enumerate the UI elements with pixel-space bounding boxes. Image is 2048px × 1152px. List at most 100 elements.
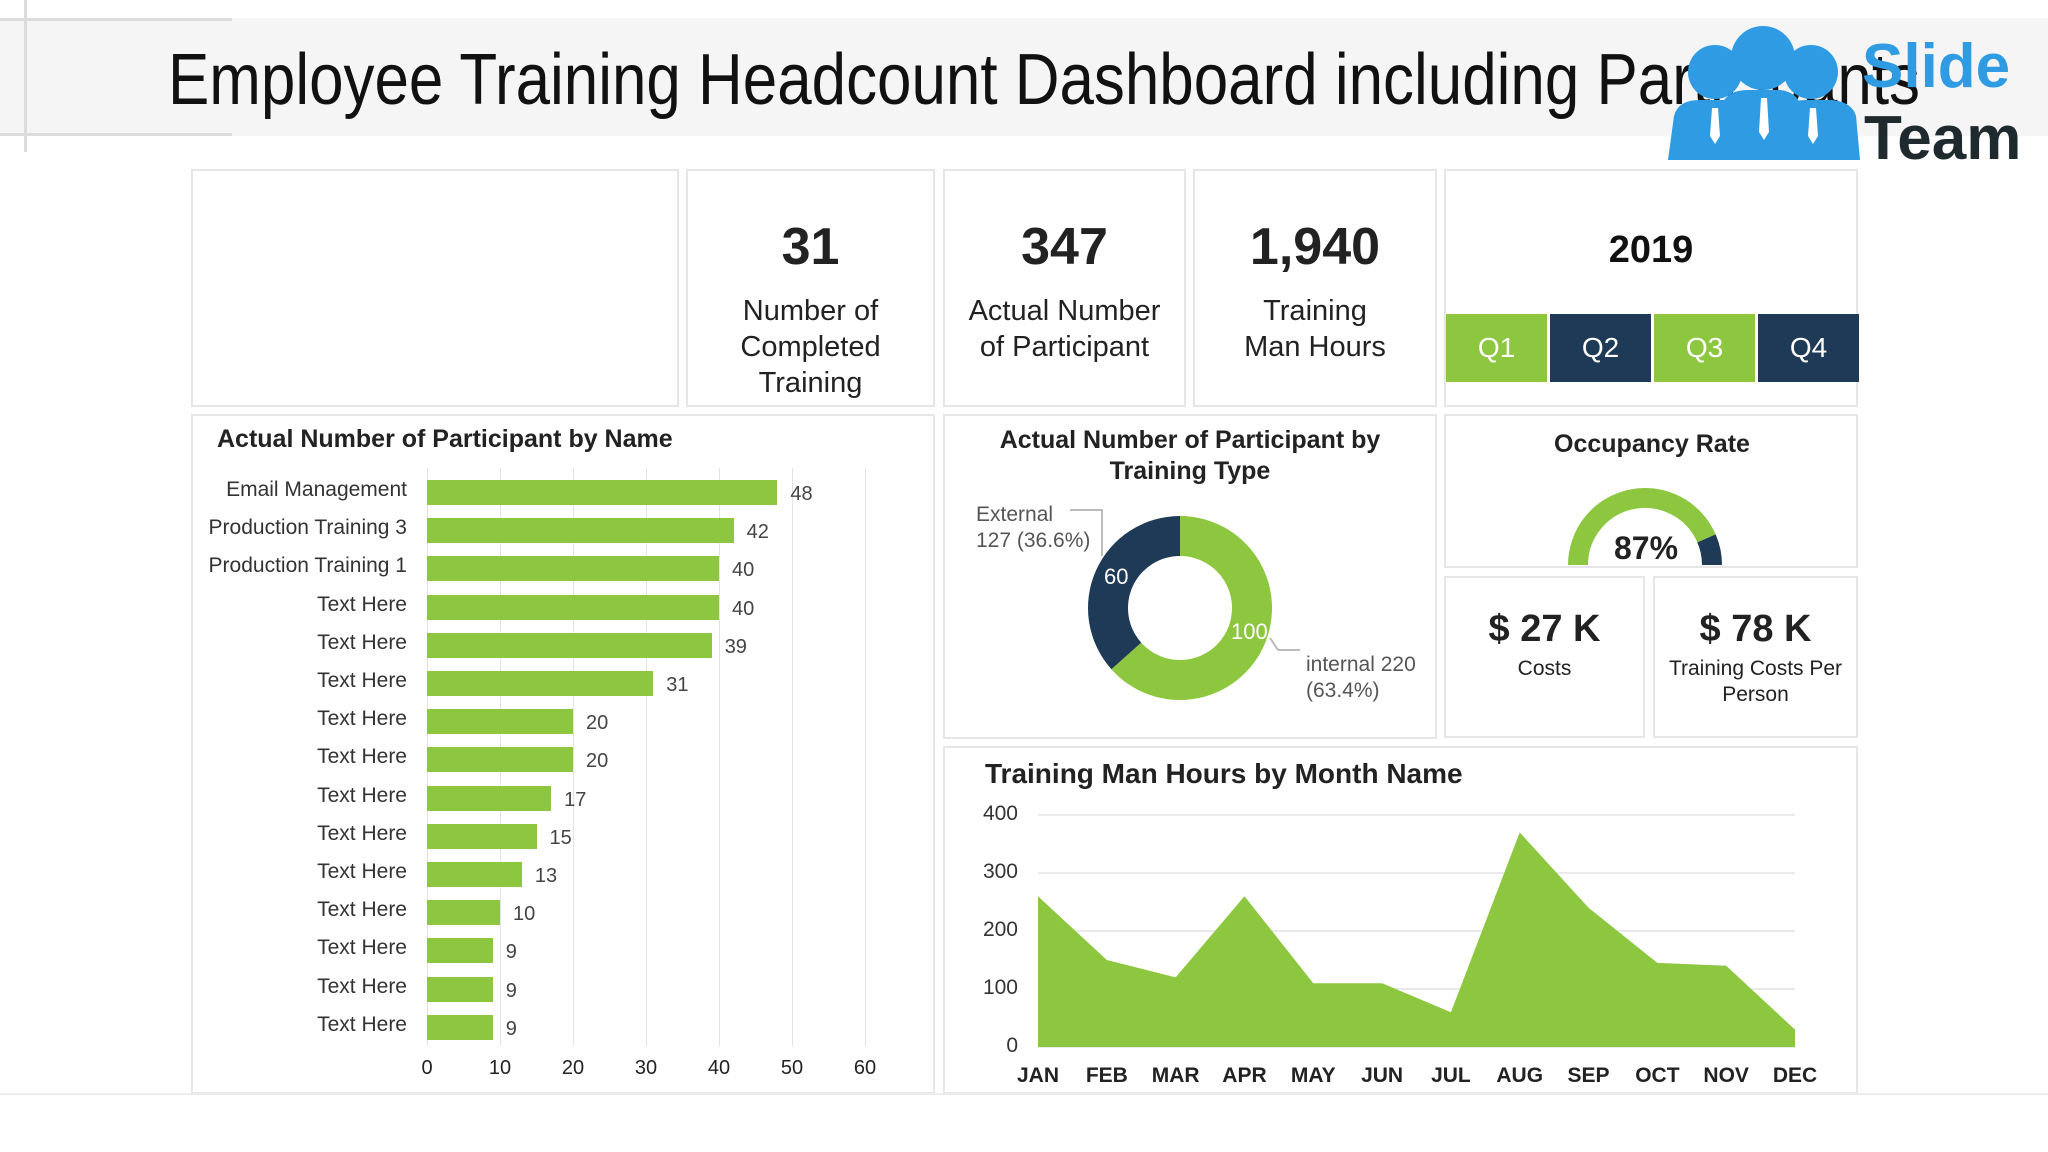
bar-value-label: 40 — [732, 597, 755, 620]
slice-external — [1088, 516, 1180, 670]
kpi-label: Training Man Hours — [1244, 295, 1386, 363]
kpi-label: Actual Number of Participant — [968, 295, 1161, 363]
panel-title: Training Man Hours by Month Name — [985, 758, 1463, 789]
bar-value-label: 15 — [549, 826, 572, 849]
x-tick-label: 40 — [707, 1057, 731, 1079]
y-tick-label: 100 — [982, 976, 1018, 999]
bar-category-label: Text Here — [317, 974, 407, 998]
costs-per-person-label: Training Costs Per Person — [1668, 657, 1843, 706]
bar-category-label: Email Management — [226, 478, 407, 501]
quarter-button-q2[interactable]: Q2 — [1550, 314, 1651, 382]
panel-title: Occupancy Rate — [1554, 430, 1750, 458]
occupancy-value: 87% — [1613, 530, 1679, 566]
participant-by-type-panel: Actual Number of Participant by Training… — [943, 414, 1437, 739]
month-label: MAY — [1290, 1064, 1336, 1087]
slice-internal — [1111, 516, 1272, 700]
kpi-training-man-hours: 1,940 Training Man Hours — [1193, 169, 1437, 407]
bar — [427, 747, 573, 773]
bar-category-label: Text Here — [317, 669, 407, 692]
bar-value-label: 17 — [564, 788, 587, 811]
month-label: OCT — [1635, 1064, 1680, 1087]
occupancy-gauge — [1568, 488, 1722, 566]
bar-category-label: Text Here — [317, 1012, 407, 1036]
month-label: AUG — [1496, 1064, 1544, 1087]
month-label: JAN — [1016, 1064, 1059, 1087]
month-label: APR — [1222, 1064, 1267, 1087]
x-tick-label: 0 — [421, 1057, 433, 1079]
gauge-fill — [1568, 488, 1716, 566]
bar-value-label: 42 — [746, 521, 769, 544]
month-label: JUL — [1431, 1064, 1471, 1087]
callout-internal: internal 220 (63.4%) — [1306, 653, 1416, 702]
bar-category-label: Text Here — [317, 860, 407, 883]
bar — [427, 938, 493, 964]
grid-line — [719, 468, 720, 1046]
bar-value-label: 9 — [505, 979, 517, 1002]
bar — [427, 1014, 493, 1040]
slice-label-external: 60 — [1104, 564, 1129, 589]
panel-title: Actual Number of Participant by Training… — [999, 426, 1381, 485]
costs-per-person-panel: $ 78 K Training Costs Per Person — [1653, 576, 1858, 738]
bar-category-label: Text Here — [317, 745, 407, 769]
bar-value-label: 9 — [505, 1017, 517, 1040]
quarter-button-q4[interactable]: Q4 — [1758, 314, 1859, 382]
x-tick-label: 30 — [634, 1057, 658, 1079]
participant-type-donut — [1088, 516, 1272, 700]
month-label: JUN — [1361, 1064, 1404, 1087]
gauge-rest — [1697, 534, 1722, 566]
slice-label-internal: 100 — [1231, 619, 1268, 644]
panel-title: Actual Number of Participant by Name — [217, 425, 673, 453]
month-label: DEC — [1772, 1064, 1818, 1087]
costs-value: $ 27 K — [1488, 608, 1601, 650]
bar — [427, 594, 719, 620]
costs-per-person-value: $ 78 K — [1699, 608, 1812, 650]
page-title: Employee Training Headcount Dashboard in… — [168, 40, 1920, 120]
bar — [427, 556, 719, 582]
x-tick-label: 20 — [561, 1057, 585, 1079]
quarter-button-q3[interactable]: Q3 — [1654, 314, 1755, 382]
kpi-value: 31 — [781, 218, 840, 276]
kpi-value: 347 — [1021, 218, 1108, 276]
bar — [427, 900, 500, 926]
bar-category-label: Text Here — [317, 707, 407, 731]
kpi-value: 1,940 — [1249, 218, 1381, 276]
footer-divider — [0, 1093, 2048, 1095]
y-tick-label: 400 — [982, 802, 1018, 825]
bar-value-label: 13 — [534, 865, 558, 887]
costs-label: Costs — [1517, 657, 1572, 680]
bar-category-label: Text Here — [317, 898, 407, 922]
quarter-button-q1[interactable]: Q1 — [1446, 314, 1547, 382]
bar — [427, 862, 522, 887]
y-tick-label: 300 — [982, 860, 1018, 883]
bar — [427, 823, 537, 849]
kpi-actual-participant: 347 Actual Number of Participant — [943, 169, 1186, 407]
man-hours-panel: Training Man Hours by Month Name — [943, 746, 1858, 1094]
logo-text-slide: Slide — [1862, 32, 2011, 101]
callout-lines — [1070, 509, 1300, 651]
bar-category-label: Text Here — [317, 783, 407, 807]
costs-panel: $ 27 K Costs — [1444, 576, 1645, 738]
year-label: 2019 — [1608, 229, 1694, 271]
bar-category-label: Text Here — [317, 936, 407, 960]
bar-value-label: 40 — [732, 559, 755, 582]
month-label: FEB — [1085, 1064, 1128, 1087]
corner-line — [24, 0, 27, 152]
callout-external: External 127 (36.6%) — [976, 503, 1091, 552]
x-tick-label: 10 — [488, 1057, 512, 1079]
corner-line — [0, 18, 232, 21]
bar — [427, 632, 712, 658]
bar — [427, 671, 654, 696]
bar — [427, 785, 552, 811]
month-label: SEP — [1567, 1064, 1610, 1087]
x-tick-label: 50 — [780, 1057, 804, 1079]
bar-category-label: Text Here — [317, 821, 407, 845]
empty-panel — [191, 169, 679, 407]
slideteam-logo-icon — [1668, 26, 1860, 160]
month-label: NOV — [1703, 1064, 1749, 1087]
bar — [427, 709, 573, 735]
bar — [427, 518, 734, 544]
kpi-completed-training: 31 Number of Completed Training — [686, 169, 935, 407]
bar — [427, 480, 778, 505]
bar — [427, 976, 493, 1002]
logo-text-team: Team — [1864, 104, 2022, 173]
